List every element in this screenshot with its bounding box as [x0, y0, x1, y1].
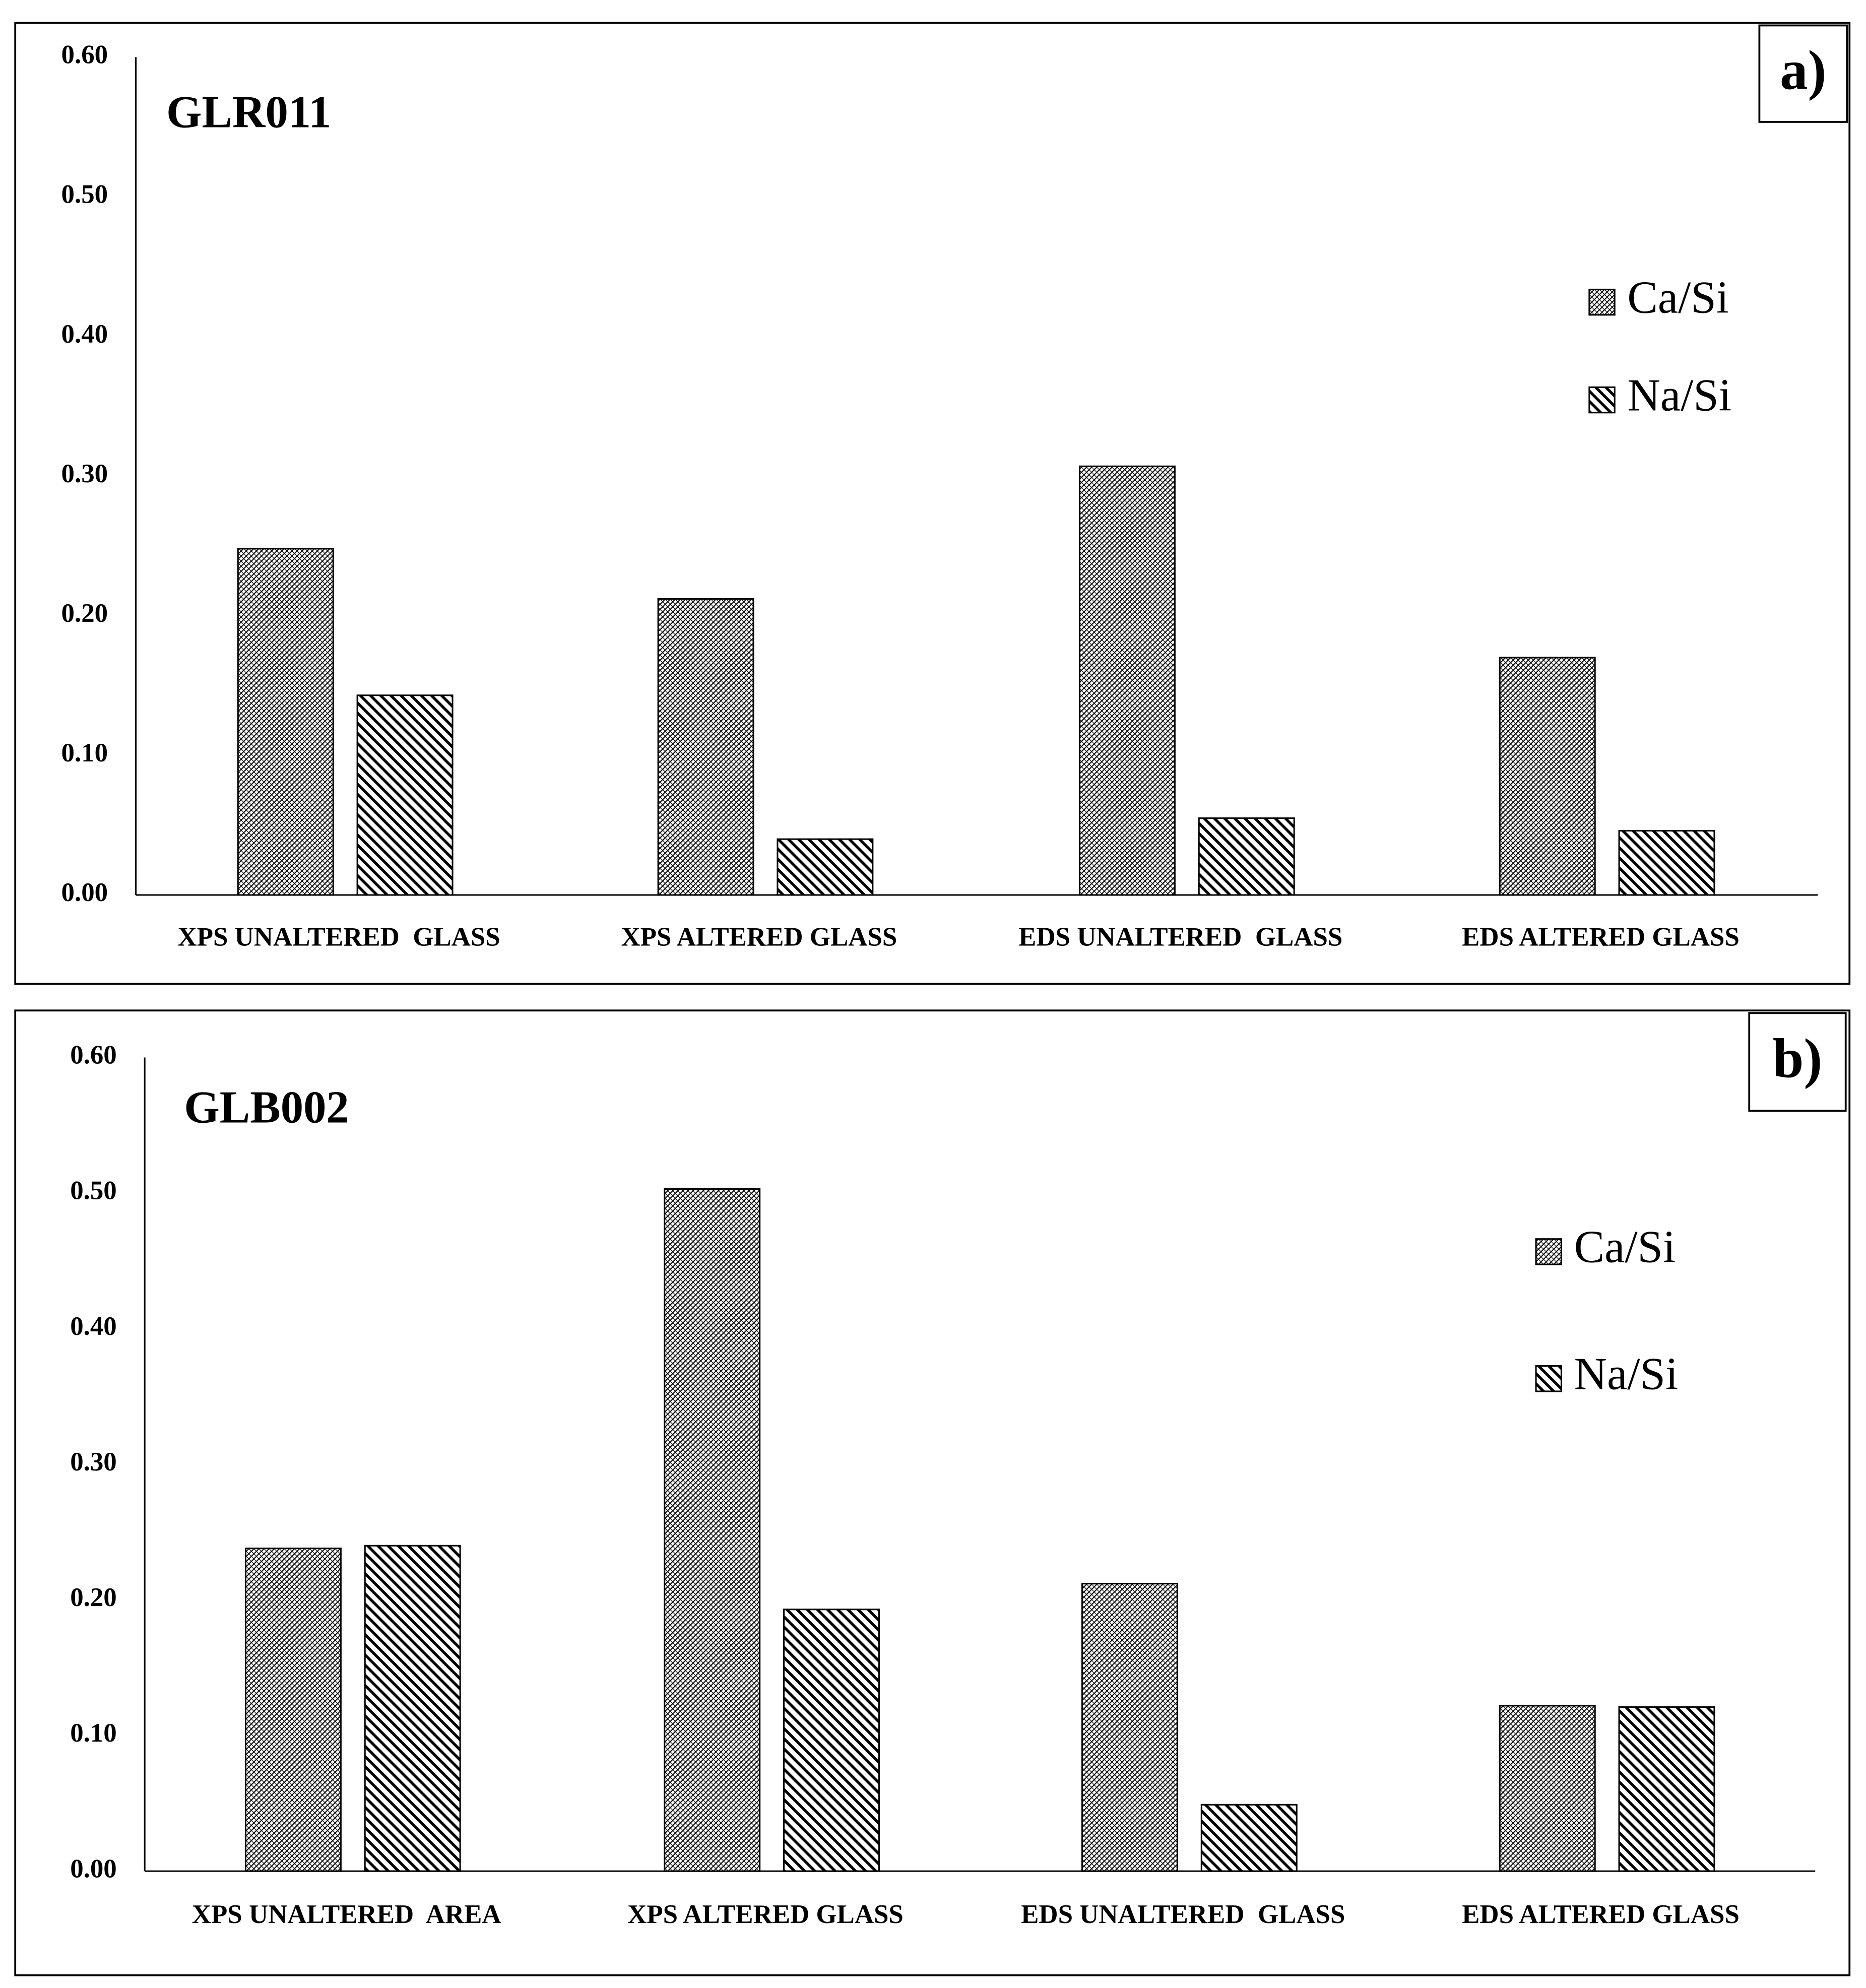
y-tick-label: 0.10	[70, 1718, 117, 1748]
panel-label-box	[1758, 24, 1848, 123]
bar	[1499, 1705, 1596, 1872]
bar	[1618, 830, 1715, 896]
bar	[1198, 817, 1295, 896]
chart-title: GLB002	[184, 1082, 349, 1133]
y-tick-label: 0.40	[70, 1312, 117, 1341]
y-tick-label: 0.10	[61, 738, 108, 767]
panel-frame	[14, 1009, 1851, 1976]
panel-label: b)	[1773, 1028, 1823, 1089]
legend-swatch	[1588, 288, 1616, 316]
y-tick-label: 0.20	[70, 1583, 117, 1612]
legend-label: Ca/Si	[1574, 1222, 1676, 1272]
panel-label-box	[1748, 1012, 1847, 1112]
panel-label: a)	[1780, 39, 1826, 101]
bar	[1618, 1706, 1715, 1872]
x-tick-label: XPS UNALTERED AREA	[192, 1900, 501, 1929]
x-tick-label: EDS ALTERED GLASS	[1462, 1900, 1740, 1929]
legend-swatch	[1588, 386, 1616, 414]
bar	[664, 1188, 761, 1872]
y-tick-label: 0.30	[70, 1447, 117, 1477]
x-tick-label: EDS UNALTERED GLASS	[1018, 922, 1342, 951]
y-tick-label: 0.60	[70, 1041, 117, 1070]
y-tick-label: 0.30	[61, 459, 108, 488]
bar	[1499, 657, 1596, 896]
y-tick-label: 0.60	[61, 40, 108, 70]
bar	[777, 838, 874, 896]
y-tick-label: 0.50	[61, 180, 108, 209]
bar	[783, 1609, 880, 1872]
x-tick-label: XPS UNALTERED GLASS	[177, 922, 500, 951]
legend-label: Na/Si	[1627, 369, 1731, 420]
bar	[364, 1545, 461, 1872]
legend-label: Ca/Si	[1627, 272, 1729, 323]
x-tick-label: EDS UNALTERED GLASS	[1021, 1900, 1345, 1929]
bar	[1078, 465, 1176, 896]
x-tick-label: EDS ALTERED GLASS	[1462, 922, 1740, 951]
legend-swatch	[1535, 1365, 1562, 1392]
bar	[244, 1548, 342, 1872]
y-tick-label: 0.50	[70, 1176, 117, 1205]
bar	[657, 598, 754, 896]
chart-title: GLR011	[166, 87, 331, 138]
bar	[1081, 1583, 1178, 1872]
bar	[356, 694, 454, 896]
bar	[1200, 1804, 1298, 1872]
legend-label: Na/Si	[1574, 1349, 1679, 1399]
y-tick-label: 0.40	[61, 319, 108, 349]
panel-frame	[14, 22, 1851, 985]
y-tick-label: 0.00	[61, 878, 108, 907]
y-tick-label: 0.00	[70, 1854, 117, 1883]
legend-swatch	[1535, 1238, 1562, 1265]
y-tick-label: 0.20	[61, 599, 108, 628]
x-tick-label: XPS ALTERED GLASS	[621, 922, 897, 951]
x-tick-label: XPS ALTERED GLASS	[627, 1900, 904, 1929]
bar	[237, 548, 334, 896]
